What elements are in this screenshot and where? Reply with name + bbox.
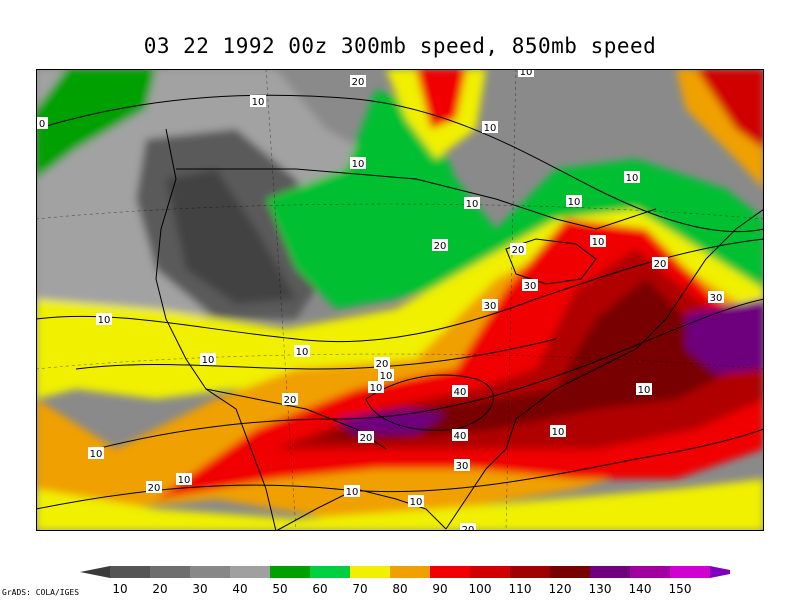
colorbar-swatch [630, 566, 670, 578]
colorbar-swatch [150, 566, 190, 578]
longitude-line [505, 69, 517, 531]
colorbar-swatch [430, 566, 470, 578]
colorbar-swatch [670, 566, 710, 578]
contour-label: 40 [454, 431, 467, 442]
contour-label: 10 [380, 371, 393, 382]
field-nw-jet-core [416, 69, 466, 129]
field-south-yellow [36, 479, 764, 531]
colorbar: 10 20 30 40 50 60 70 80 90 100 110 120 130 140 150 [80, 566, 730, 596]
map-title: 03 22 1992 00z 300mb speed, 850mb speed [143, 34, 657, 58]
contour-label: 10 [296, 347, 309, 358]
latitude-line [36, 203, 764, 220]
contour-label: 10 [568, 197, 581, 208]
field-green-band [266, 89, 764, 309]
contour-label: 20 [654, 259, 667, 270]
colorbar-label: 90 [432, 582, 447, 596]
contour-label: 10 [370, 383, 383, 394]
colorbar-label: 130 [589, 582, 612, 596]
colorbar-label: 60 [312, 582, 327, 596]
contour-label: 20 [360, 433, 373, 444]
colorbar-swatch [230, 566, 270, 578]
contour-line [95, 298, 764, 450]
contour-line [36, 238, 764, 343]
contour-label: 10 [98, 315, 111, 326]
colorbar-swatch [590, 566, 630, 578]
colorbar-label: 140 [629, 582, 652, 596]
contour-line [36, 94, 764, 233]
colorbar-label: 120 [549, 582, 572, 596]
colorbar-swatch [390, 566, 430, 578]
contour-label: 10 [626, 173, 639, 184]
contour-line [75, 338, 557, 370]
field-purple-core-south [336, 409, 446, 434]
colorbar-label: 70 [352, 582, 367, 596]
contour-label: 10 [638, 385, 651, 396]
longitude-line [265, 69, 297, 531]
contour-label: 30 [710, 293, 723, 304]
contour-label: 10 [484, 123, 497, 134]
map-frame [36, 69, 764, 531]
field-green-north [36, 69, 156, 179]
contour-labels: 10 20 10 10 10 10 10 10 10 20 20 30 10 2… [36, 69, 724, 531]
contour-label: 10 [466, 199, 479, 210]
contour-line [365, 374, 494, 431]
contour-label: 10 [552, 427, 565, 438]
contour-label: 20 [462, 525, 475, 531]
field-maroon-core [316, 279, 736, 439]
wind-speed-map: 10 20 10 10 10 10 10 10 10 20 20 30 10 2… [36, 69, 764, 531]
colorbar-swatches [80, 566, 730, 578]
colorbar-swatch [110, 566, 150, 578]
colorbar-label: 80 [392, 582, 407, 596]
colorbar-swatch [350, 566, 390, 578]
credit-text: GrADS: COLA/IGES [2, 588, 80, 597]
colorbar-label: 100 [469, 582, 492, 596]
contour-label: 20 [284, 395, 297, 406]
coastline-gulf [275, 488, 447, 531]
colorbar-label: 30 [192, 582, 207, 596]
colorbar-swatch [270, 566, 310, 578]
contour-label: 10 [252, 97, 265, 108]
contour-label: 30 [524, 281, 537, 292]
border-us-canada [176, 168, 657, 230]
coastline-west [155, 128, 277, 531]
contour-label: 30 [484, 301, 497, 312]
colorbar-swatch [550, 566, 590, 578]
colorbar-label: 110 [509, 582, 532, 596]
field-ne-jet-core [696, 69, 764, 149]
colorbar-label: 10 [112, 582, 127, 596]
contour-label: 10 [90, 449, 103, 460]
colorbar-swatch [510, 566, 550, 578]
colorbar-label: 50 [272, 582, 287, 596]
contour-label: 40 [454, 387, 467, 398]
colorbar-swatch [470, 566, 510, 578]
coastline-east [515, 208, 764, 420]
contour-label: 0 [39, 119, 45, 130]
contour-label: 20 [512, 245, 525, 256]
colorbar-swatch [310, 566, 350, 578]
colorbar-label: 40 [232, 582, 247, 596]
contour-label: 10 [410, 497, 423, 508]
coastline-florida [445, 418, 517, 530]
contour-label: 10 [352, 159, 365, 170]
latitude-line [36, 353, 764, 370]
contour-label: 10 [592, 237, 605, 248]
contour-label: 10 [202, 355, 215, 366]
colorbar-label: 20 [152, 582, 167, 596]
field-gray-darkest [166, 169, 296, 304]
contour-label: 20 [434, 241, 447, 252]
colorbar-label: 150 [669, 582, 692, 596]
colorbar-swatch [190, 566, 230, 578]
contour-line [36, 428, 764, 510]
contour-label: 20 [352, 77, 365, 88]
contour-label: 30 [456, 461, 469, 472]
contour-label: 10 [520, 69, 533, 78]
colorbar-left-arrow [80, 566, 110, 578]
great-lakes [505, 238, 597, 285]
contour-label: 20 [376, 359, 389, 370]
contour-label: 10 [178, 475, 191, 486]
colorbar-right-arrow [710, 566, 730, 578]
colorbar-labels: 10 20 30 40 50 60 70 80 90 100 110 120 130 140 150 [112, 582, 691, 596]
contour-label: 20 [148, 483, 161, 494]
contour-label: 10 [346, 487, 359, 498]
